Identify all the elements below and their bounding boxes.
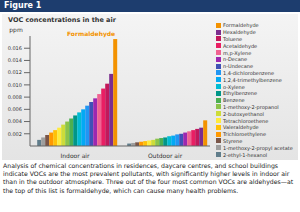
svg-text:0.012: 0.012 — [8, 69, 22, 75]
svg-text:0.016: 0.016 — [8, 45, 22, 51]
html-text:Formaldehyde: Formaldehyde — [223, 22, 259, 29]
html-text:Valeraldehyde: Valeraldehyde — [223, 124, 259, 131]
svg-text:0.008: 0.008 — [8, 94, 22, 100]
html-text:VOC concentrations in the air: VOC concentrations in the air — [8, 16, 116, 24]
html-text:n-Undecane: n-Undecane — [223, 63, 254, 70]
html-text:n-Decane: n-Decane — [223, 56, 247, 63]
html-text:Ethylbenzene: Ethylbenzene — [223, 90, 257, 97]
html-text:2-butoxyethanol: 2-butoxyethanol — [223, 110, 264, 117]
svg-text:0.006: 0.006 — [8, 106, 22, 112]
html-text:1-methoxy-2-propyl acetate: 1-methoxy-2-propyl acetate — [223, 144, 293, 151]
html-text:1,2,4-trimethylbenzene: 1,2,4-trimethylbenzene — [223, 76, 282, 83]
svg-text:0.010: 0.010 — [8, 82, 22, 88]
html-text:m,p-Xylene: m,p-Xylene — [223, 49, 252, 56]
html-text:o-Xylene: o-Xylene — [223, 83, 245, 90]
html-text:1,4-dichlorobenzene: 1,4-dichlorobenzene — [223, 70, 275, 76]
svg-text:Formaldehyde: Formaldehyde — [67, 30, 115, 38]
svg-text:Outdoor air: Outdoor air — [148, 152, 183, 158]
html-text:Benzene: Benzene — [223, 97, 245, 104]
html-text:Analysis of chemical concentra: Analysis of chemical concentrations in r… — [3, 162, 294, 194]
svg-text:0.014: 0.014 — [8, 57, 22, 63]
html-text:Hexaldehyde: Hexaldehyde — [223, 29, 256, 36]
html-text:1-methoxy-2-propanol: 1-methoxy-2-propanol — [223, 104, 279, 110]
html-text:Trichloroethylene: Trichloroethylene — [223, 131, 266, 138]
html-text:Styrene: Styrene — [223, 137, 243, 144]
html-text:Acetaldehyde: Acetaldehyde — [223, 42, 258, 49]
svg-text:Indoor air: Indoor air — [61, 152, 90, 158]
html-text:Toluene: Toluene — [223, 36, 243, 42]
html-text:2-ethyl-1-hexanol: 2-ethyl-1-hexanol — [223, 151, 268, 158]
svg-text:0.002: 0.002 — [8, 131, 22, 137]
svg-text:0.004: 0.004 — [8, 118, 22, 124]
html-text:Tetrachloroethene: Tetrachloroethene — [223, 117, 269, 124]
svg-text:ppm: ppm — [9, 26, 23, 34]
html-text:Figure 1: Figure 1 — [4, 1, 42, 10]
